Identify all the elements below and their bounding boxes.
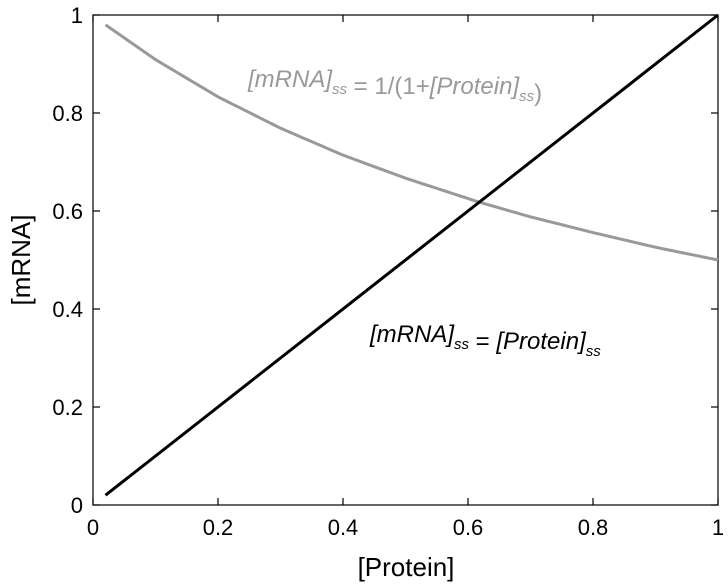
x-axis-label: [Protein] [358, 552, 455, 582]
x-tick-label: 0.2 [203, 515, 234, 540]
x-tick-label: 0 [87, 515, 99, 540]
annotation-part: [Protein] [495, 328, 587, 355]
annotation-part: ss [519, 88, 535, 105]
annotation-part: ) [534, 80, 542, 107]
annotation-part: = [469, 328, 496, 355]
y-axis-label: [mRNA] [6, 215, 36, 306]
y-tick-label: 0.8 [52, 101, 83, 126]
annotation-part: [mRNA] [369, 321, 455, 348]
y-tick-label: 0.2 [52, 395, 83, 420]
series-lines [104, 13, 719, 497]
y-tick-label: 0 [71, 493, 83, 518]
x-tick-label: 0.6 [453, 515, 484, 540]
annotation-part: ss [332, 81, 348, 98]
x-tick-label: 0.4 [328, 515, 359, 540]
series-line-2 [104, 13, 719, 497]
tick-labels: 0 0.2 0.4 0.6 0.8 1 0 0.2 0.4 0.6 0.8 1 [52, 3, 724, 540]
x-tick-label: 1 [712, 515, 724, 540]
annotation-2: [mRNA]ss = [Protein]ss [369, 321, 601, 360]
annotation-1: [mRNA]ss = 1/(1+[Protein]ss) [247, 66, 542, 107]
annotation-part: ss [586, 343, 602, 360]
annotation-part: [Protein] [429, 73, 521, 100]
annotation-part: ss [454, 336, 470, 353]
y-tick-label: 1 [71, 3, 83, 28]
series-line-1 [104, 23, 719, 262]
annotation-part: [mRNA] [247, 66, 333, 93]
annotations: [mRNA]ss = 1/(1+[Protein]ss)[mRNA]ss = [… [247, 66, 601, 360]
x-tick-label: 0.8 [578, 515, 609, 540]
annotation-part: = 1/(1+ [347, 73, 430, 100]
y-tick-label: 0.4 [52, 297, 83, 322]
y-tick-label: 0.6 [52, 199, 83, 224]
